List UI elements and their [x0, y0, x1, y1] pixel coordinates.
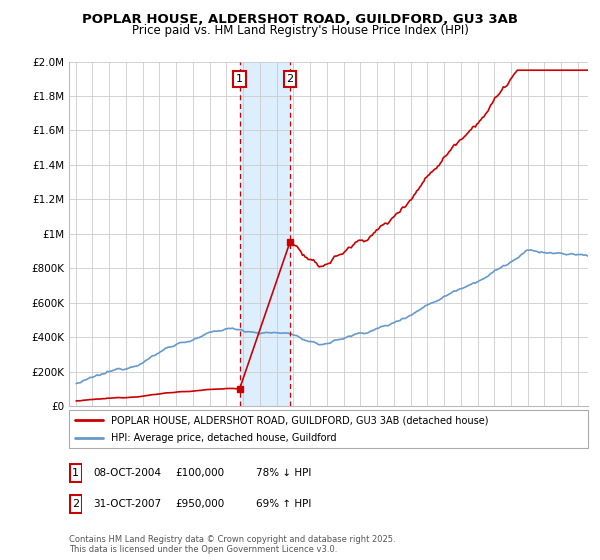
FancyBboxPatch shape [70, 464, 82, 482]
FancyBboxPatch shape [69, 410, 588, 448]
Text: Contains HM Land Registry data © Crown copyright and database right 2025.
This d: Contains HM Land Registry data © Crown c… [69, 535, 395, 554]
Text: POPLAR HOUSE, ALDERSHOT ROAD, GUILDFORD, GU3 3AB: POPLAR HOUSE, ALDERSHOT ROAD, GUILDFORD,… [82, 13, 518, 26]
Text: £100,000: £100,000 [175, 468, 224, 478]
Text: £950,000: £950,000 [175, 499, 224, 509]
Text: 78% ↓ HPI: 78% ↓ HPI [256, 468, 311, 478]
Text: HPI: Average price, detached house, Guildford: HPI: Average price, detached house, Guil… [110, 433, 336, 443]
FancyBboxPatch shape [70, 495, 82, 513]
Text: 69% ↑ HPI: 69% ↑ HPI [256, 499, 311, 509]
Text: Price paid vs. HM Land Registry's House Price Index (HPI): Price paid vs. HM Land Registry's House … [131, 24, 469, 38]
Text: 2: 2 [72, 499, 79, 509]
Text: 2: 2 [286, 74, 293, 84]
Text: 1: 1 [72, 468, 79, 478]
Text: 31-OCT-2007: 31-OCT-2007 [93, 499, 161, 509]
Text: 1: 1 [236, 74, 243, 84]
Text: 08-OCT-2004: 08-OCT-2004 [93, 468, 161, 478]
Text: POPLAR HOUSE, ALDERSHOT ROAD, GUILDFORD, GU3 3AB (detached house): POPLAR HOUSE, ALDERSHOT ROAD, GUILDFORD,… [110, 415, 488, 425]
Bar [239, 62, 290, 406]
